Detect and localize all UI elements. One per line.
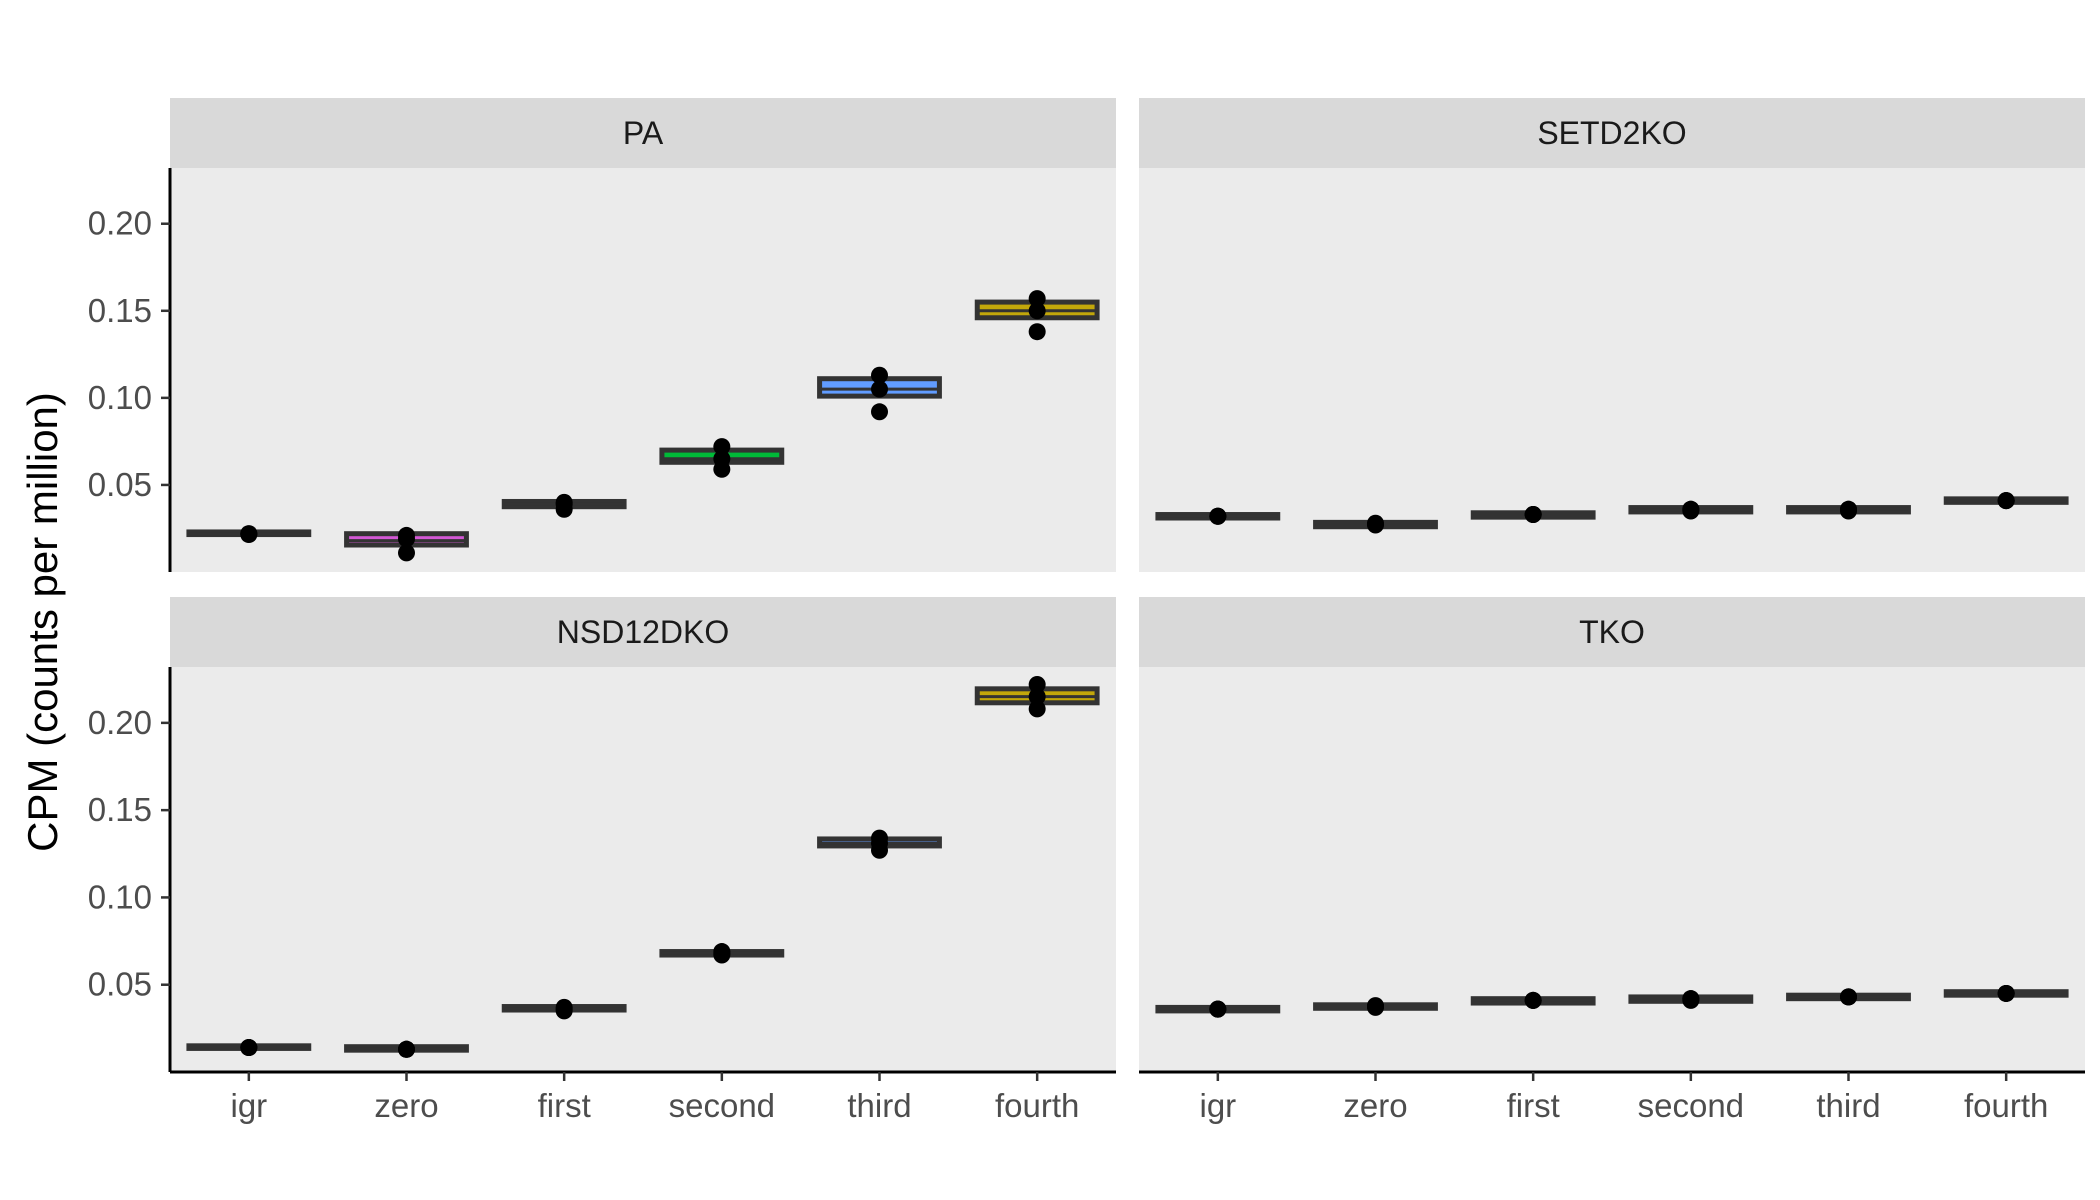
y-tick-label: 0.10 (88, 878, 152, 915)
facet-panel-pa: PA 0.05 0.10 0.15 0.20 (88, 98, 1116, 572)
y-tick-label: 0.15 (88, 791, 152, 828)
boxplot-pa-first (501, 493, 627, 518)
boxplot-pa-third (817, 366, 942, 421)
facet-panels: PA 0.05 0.10 0.15 0.20 SETD2KO NSD12DKO 0.05 0.1… (88, 98, 2085, 1124)
y-axis-title: CPM (counts per million) (19, 392, 66, 852)
boxplot-nsd12dko-igr (186, 1039, 312, 1057)
y-tick-label: 0.20 (88, 704, 152, 741)
y-tick-label: 0.05 (88, 466, 152, 503)
facet-title-nsd12dko: NSD12DKO (557, 614, 730, 650)
boxplot-setd2ko-first (1470, 506, 1596, 524)
plot-background-tko (1139, 667, 2085, 1072)
y-tick-label: 0.20 (88, 205, 152, 242)
facet-title-setd2ko: SETD2KO (1537, 115, 1686, 151)
data-point (555, 493, 573, 511)
data-point (1840, 988, 1857, 1006)
x-tick-label: first (538, 1087, 591, 1124)
boxplot-tko-igr (1155, 1000, 1281, 1018)
facet-strip-tko (1139, 597, 2085, 667)
x-tick-label: fourth (995, 1087, 1079, 1124)
data-point (240, 525, 258, 543)
boxplot-nsd12dko-zero (344, 1040, 469, 1058)
data-point (1997, 984, 2015, 1002)
data-point (1028, 302, 1046, 320)
facet-panel-setd2ko: SETD2KO (1139, 98, 2085, 572)
boxplot-nsd12dko-third (817, 829, 942, 859)
data-point (1524, 506, 1542, 524)
data-point (555, 998, 573, 1016)
y-tick-label: 0.15 (88, 292, 152, 329)
boxplot-pa-second (659, 438, 785, 478)
x-tick-label: igr (230, 1087, 267, 1124)
data-point (1209, 1000, 1227, 1018)
data-point (871, 403, 888, 421)
boxplot-tko-zero (1313, 997, 1438, 1016)
x-tick-label: igr (1199, 1087, 1236, 1124)
boxplot-nsd12dko-first (501, 998, 627, 1020)
data-point (1524, 991, 1542, 1009)
data-point (1367, 997, 1384, 1015)
data-point (1682, 500, 1700, 518)
data-point (1028, 675, 1046, 693)
boxplot-pa-igr (186, 525, 312, 544)
facet-title-pa: PA (623, 115, 664, 151)
x-tick-label: first (1507, 1087, 1560, 1124)
x-tick-label: second (1638, 1087, 1744, 1124)
data-point (713, 450, 731, 468)
data-point (871, 366, 888, 384)
facet-strip-nsd12dko (170, 597, 1116, 667)
facet-panel-tko: TKO igr zero first second third fourth (1139, 597, 2085, 1124)
data-point (1028, 290, 1046, 308)
facet-strip-pa (170, 98, 1116, 168)
boxplot-pa-fourth (974, 290, 1100, 341)
x-tick-label: second (669, 1087, 775, 1124)
facet-panel-nsd12dko: NSD12DKO 0.05 0.10 0.15 0.20 igr zero first seco… (88, 597, 1116, 1124)
data-point (1209, 507, 1227, 525)
data-point (713, 943, 731, 961)
data-point (871, 829, 888, 847)
data-point (240, 1039, 258, 1057)
boxplot-setd2ko-igr (1155, 507, 1281, 525)
facet-title-tko: TKO (1579, 614, 1645, 650)
facet-strip-setd2ko (1139, 98, 2085, 168)
data-point (398, 1040, 415, 1058)
plot-background-pa (170, 168, 1116, 572)
boxplot-tko-third (1786, 988, 1911, 1006)
boxplot-setd2ko-fourth (1943, 492, 2069, 510)
data-point (1997, 492, 2015, 510)
x-tick-label: third (1816, 1087, 1880, 1124)
y-tick-label: 0.10 (88, 379, 152, 416)
x-tick-label: fourth (1964, 1087, 2048, 1124)
data-point (1367, 514, 1384, 532)
boxplot-tko-first (1470, 991, 1596, 1009)
plot-background-setd2ko (1139, 168, 2085, 572)
boxplot-setd2ko-third (1786, 500, 1911, 520)
boxplot-nsd12dko-fourth (974, 675, 1100, 718)
data-point (1028, 688, 1046, 706)
data-point (1682, 990, 1700, 1008)
data-point (713, 438, 731, 456)
data-point (398, 544, 415, 562)
boxplot-nsd12dko-second (659, 943, 785, 964)
data-point (398, 526, 415, 544)
boxplot-setd2ko-zero (1313, 514, 1438, 534)
x-tick-label: third (847, 1087, 911, 1124)
x-tick-label: zero (374, 1087, 438, 1124)
boxplot-setd2ko-second (1628, 500, 1754, 520)
boxplot-pa-zero (344, 526, 469, 562)
y-tick-label: 0.05 (88, 966, 152, 1003)
data-point (1028, 323, 1046, 341)
x-tick-label: zero (1343, 1087, 1407, 1124)
data-point (871, 380, 888, 398)
boxplot-tko-fourth (1943, 984, 2069, 1002)
data-point (1840, 500, 1857, 518)
boxplot-tko-second (1628, 990, 1754, 1009)
plot-background-nsd12dko (170, 667, 1116, 1072)
data-point (1028, 700, 1046, 718)
